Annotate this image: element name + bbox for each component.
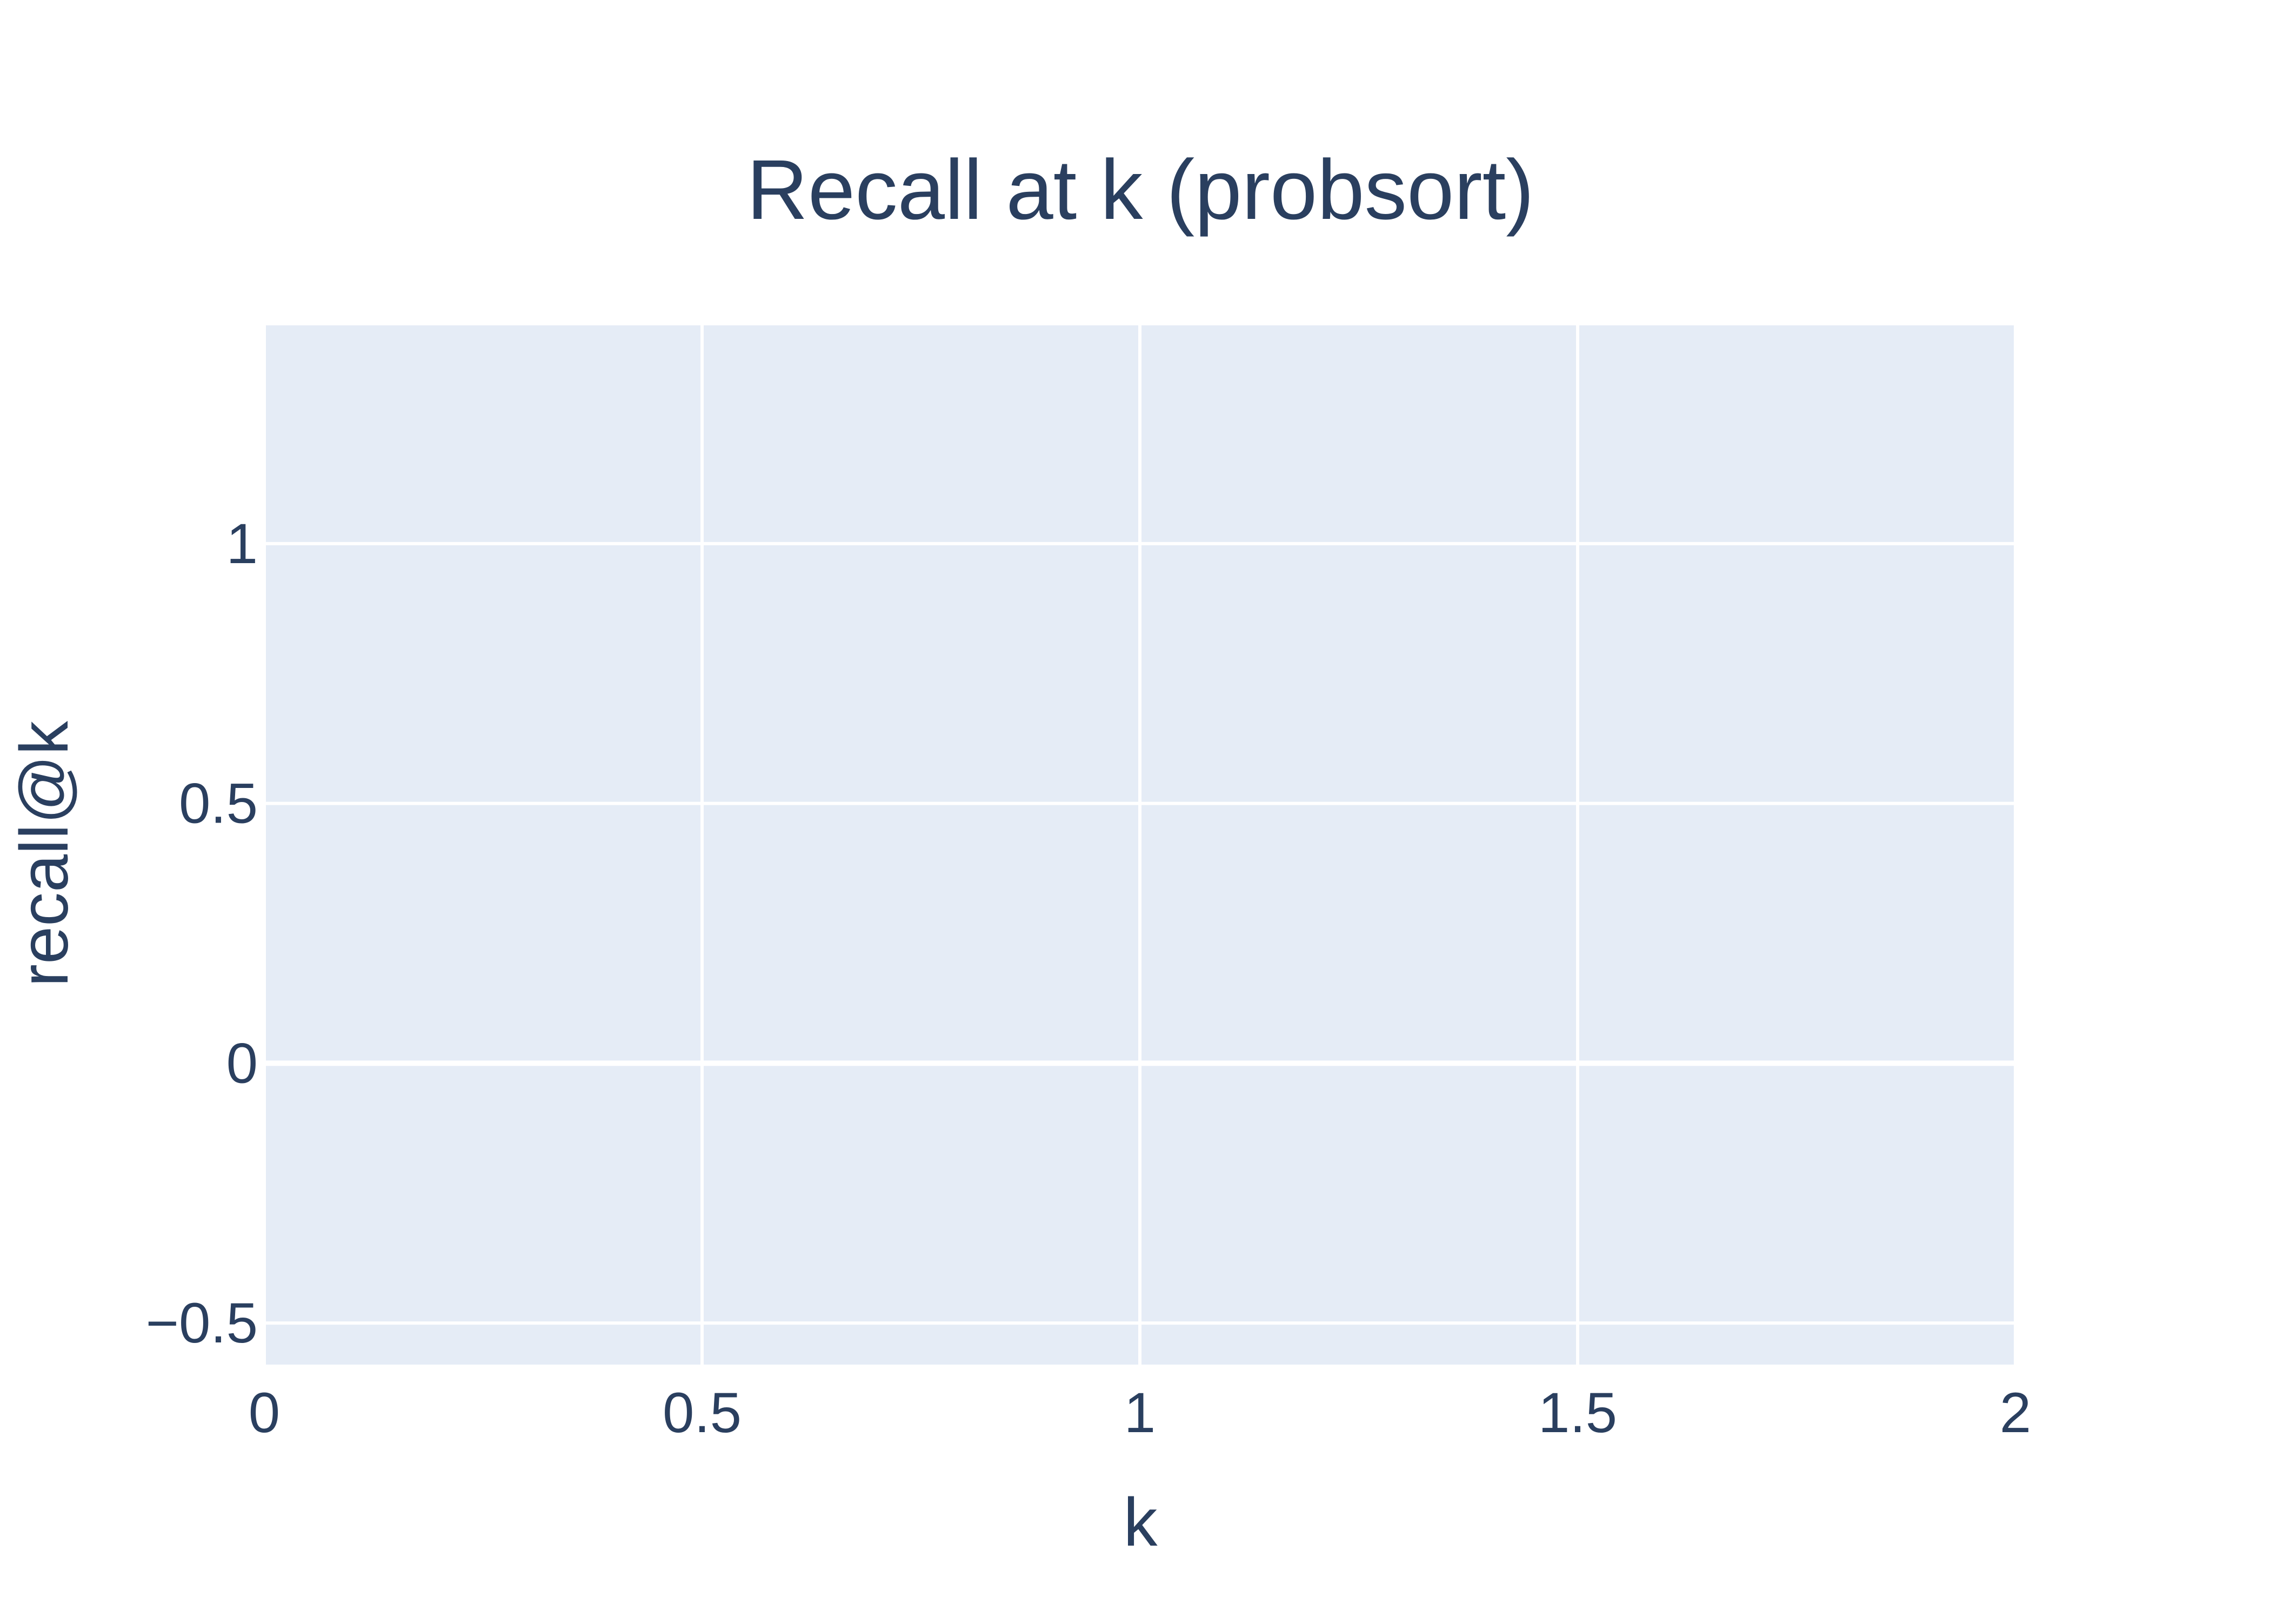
x-tick-label: 2	[2000, 1381, 2031, 1445]
y-tick-label: −0.5	[146, 1292, 258, 1355]
x-axis-title: k	[1124, 1484, 1158, 1560]
x-tick-label: 1	[1124, 1381, 1156, 1445]
grid-lines	[263, 325, 2017, 1365]
x-tick-label: 0	[249, 1381, 280, 1445]
x-axis-ticks: 0 0.5 1 1.5 2	[249, 1381, 2031, 1445]
x-tick-label: 1.5	[1538, 1381, 1617, 1445]
y-tick-label: 0	[226, 1032, 258, 1095]
y-axis-ticks: −0.5 0 0.5 1	[146, 512, 258, 1355]
y-tick-label: 0.5	[179, 772, 258, 836]
y-axis-title: recall@k	[6, 720, 82, 987]
chart-title: Recall at k (probsort)	[746, 143, 1534, 237]
x-tick-label: 0.5	[663, 1381, 742, 1445]
y-tick-label: 1	[226, 512, 258, 576]
